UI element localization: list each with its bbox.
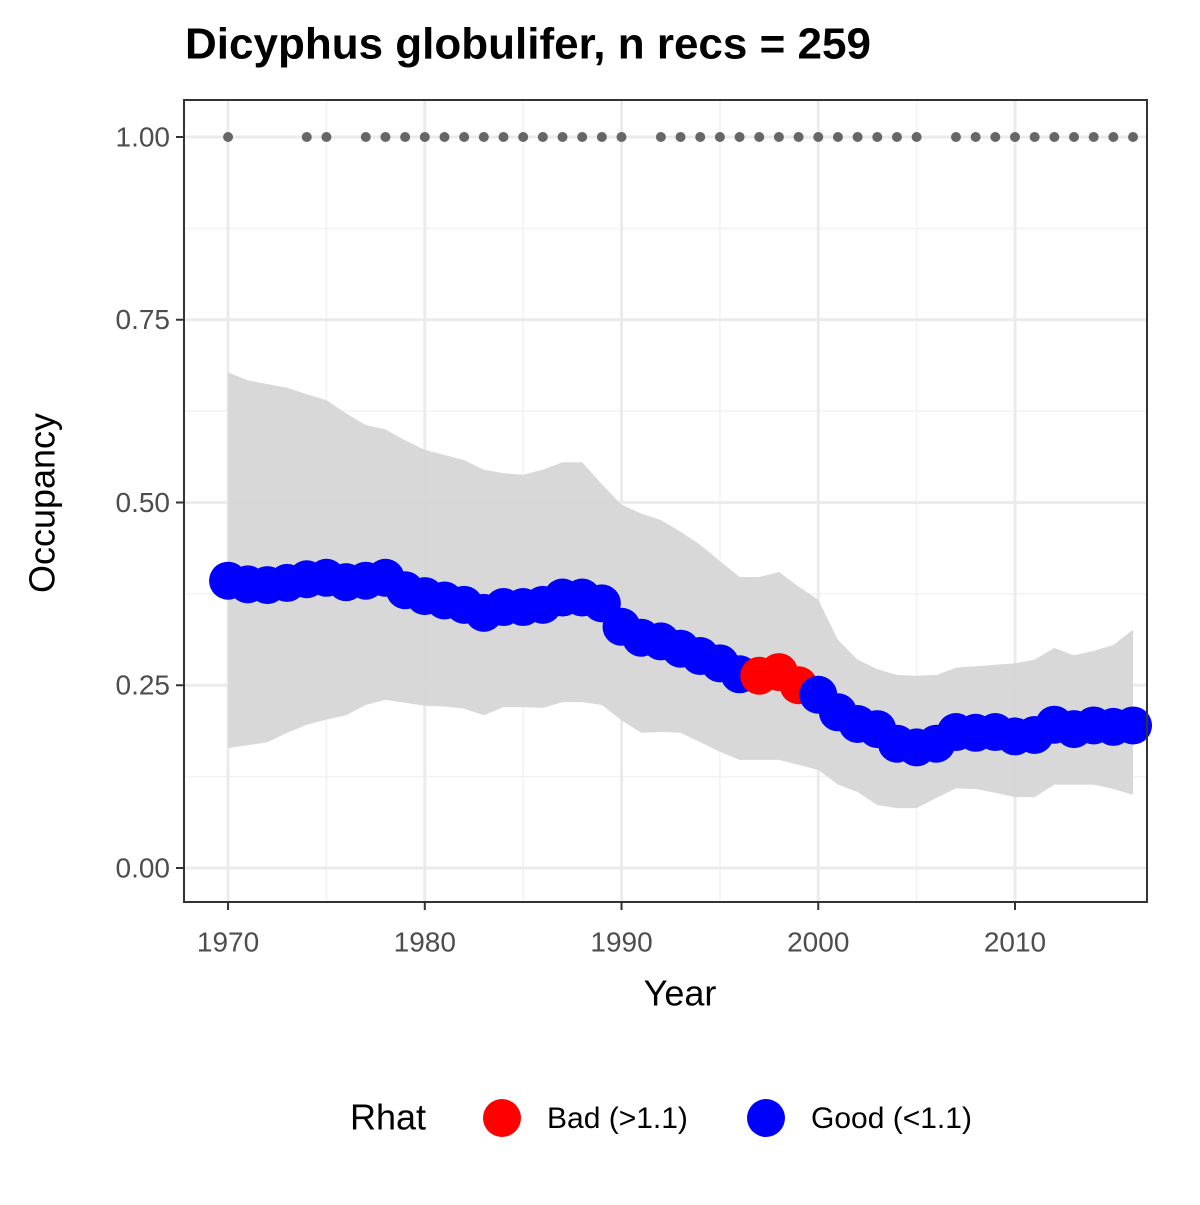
- record-dot: [990, 131, 1001, 142]
- record-dot: [1009, 131, 1020, 142]
- legend-label: Good (<1.1): [811, 1102, 972, 1135]
- record-dot: [1069, 131, 1080, 142]
- record-dot: [518, 131, 529, 142]
- record-dot: [714, 131, 725, 142]
- record-dot: [813, 131, 824, 142]
- record-dot: [872, 131, 883, 142]
- x-tick-label: 1970: [197, 926, 259, 957]
- y-tick-label: 0.50: [116, 487, 171, 518]
- record-dot: [400, 131, 411, 142]
- y-tick-label: 0.00: [116, 852, 171, 883]
- record-dot: [891, 131, 902, 142]
- record-dot: [577, 131, 588, 142]
- record-dot: [557, 131, 568, 142]
- record-dot: [1049, 131, 1060, 142]
- record-dot: [773, 131, 784, 142]
- record-dot: [852, 131, 863, 142]
- record-dot: [419, 131, 430, 142]
- record-dot: [223, 131, 234, 142]
- record-dot: [1128, 131, 1139, 142]
- record-dot: [596, 131, 607, 142]
- record-dot: [695, 131, 706, 142]
- record-dot: [459, 131, 470, 142]
- confidence-band: [228, 372, 1134, 809]
- record-dot: [793, 131, 804, 142]
- record-dot: [655, 131, 666, 142]
- legend-key: [747, 1099, 785, 1137]
- y-tick-label: 0.25: [116, 670, 171, 701]
- record-dot: [380, 131, 391, 142]
- record-dot: [950, 131, 961, 142]
- record-dot: [498, 131, 509, 142]
- record-dot: [1029, 131, 1040, 142]
- chart-title: Dicyphus globulifer, n recs = 259: [185, 20, 871, 69]
- record-dot: [537, 131, 548, 142]
- legend-label: Bad (>1.1): [547, 1102, 688, 1135]
- record-dot: [1088, 131, 1099, 142]
- legend-key: [483, 1099, 521, 1137]
- x-tick-label: 2010: [984, 926, 1046, 957]
- x-axis-label: Year: [644, 973, 717, 1014]
- record-dot: [734, 131, 745, 142]
- record-dot: [754, 131, 765, 142]
- record-dot: [616, 131, 627, 142]
- record-dot: [439, 131, 450, 142]
- occupancy-point: [1114, 706, 1153, 745]
- record-dot: [478, 131, 489, 142]
- record-dot: [675, 131, 686, 142]
- x-tick-label: 2000: [787, 926, 849, 957]
- record-dot: [1108, 131, 1119, 142]
- y-tick-label: 0.75: [116, 304, 171, 335]
- x-tick-label: 1980: [394, 926, 456, 957]
- record-dot: [911, 131, 922, 142]
- panel-border: [183, 99, 1148, 903]
- x-tick-label: 1990: [590, 926, 652, 957]
- y-tick-label: 1.00: [116, 121, 171, 152]
- record-dot: [832, 131, 843, 142]
- record-dot: [360, 131, 371, 142]
- record-dot: [321, 131, 332, 142]
- record-dot: [301, 131, 312, 142]
- legend-title: Rhat: [350, 1097, 426, 1138]
- record-dot: [970, 131, 981, 142]
- y-axis-label: Occupancy: [22, 413, 63, 593]
